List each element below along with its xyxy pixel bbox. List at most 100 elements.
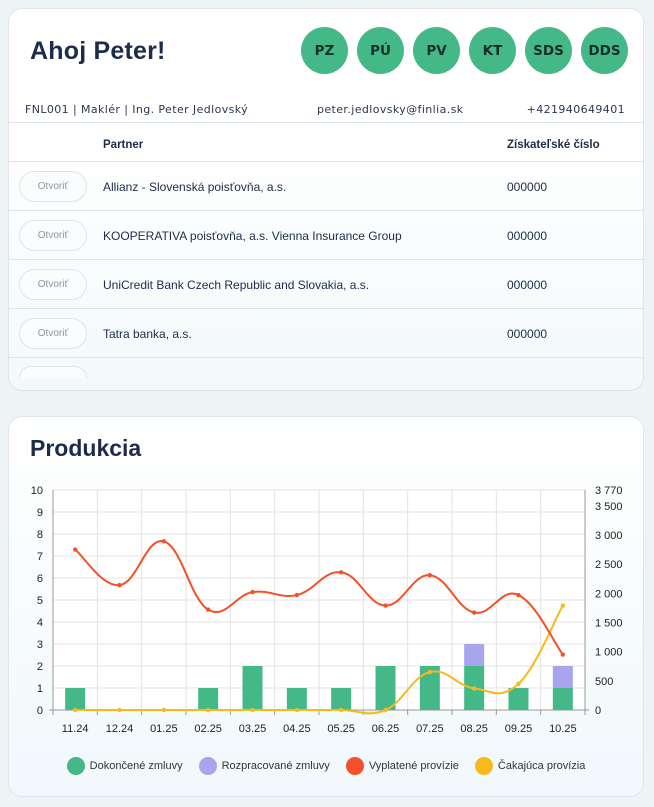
production-title: Produkcia — [30, 435, 142, 461]
bar-completed — [375, 666, 396, 710]
partner-name: KOOPERATIVA poisťovňa, a.s. Vienna Insur… — [103, 229, 402, 243]
y-left-tick-label: 9 — [37, 507, 43, 519]
legend-item-pending-commission[interactable]: Čakajúca provízia — [474, 757, 586, 775]
legend-swatch-pending-commission — [474, 757, 493, 775]
y-right-tick-label: 3 000 — [595, 530, 623, 542]
pill-pv-button[interactable]: PV — [413, 27, 460, 74]
point-paid-commissions — [205, 607, 211, 612]
y-left-tick-label: 1 — [37, 683, 43, 695]
legend-swatch-completed — [66, 757, 85, 775]
legend-label-completed: Dokončené zmluvy — [89, 760, 183, 772]
x-tick-label: 03.25 — [239, 723, 267, 735]
legend-item-completed[interactable]: Dokončené zmluvy — [66, 757, 183, 775]
legend-item-paid-commissions[interactable]: Vyplatené provízie — [345, 757, 459, 775]
bar-completed — [286, 688, 307, 710]
point-paid-commissions — [471, 610, 477, 615]
greeting-title: Ahoj Peter! — [30, 37, 166, 65]
y-right-tick-label: 2 000 — [595, 588, 623, 600]
point-pending-commission — [560, 603, 566, 608]
pill-sds-button[interactable]: SDS — [525, 27, 572, 74]
pill-dds-button[interactable]: DDS — [581, 27, 628, 74]
point-pending-commission — [338, 707, 344, 713]
bar-completed — [508, 688, 529, 710]
table-header: Partner Získateľské číslo — [9, 122, 643, 162]
point-paid-commissions — [383, 603, 388, 608]
chart-legend: Dokončené zmluvy Rozpracované zmluvy Vyp… — [9, 757, 643, 775]
open-button[interactable]: Otvoriť — [19, 171, 87, 202]
partner-name: UniCredit Bank Czech Republic and Slovak… — [103, 278, 370, 292]
user-email: peter.jedlovsky@finlia.sk — [317, 103, 464, 116]
y-left-tick-label: 6 — [37, 573, 43, 585]
profile-card: Ahoj Peter! PZ PÚ PV KT SDS DDS FNL001 |… — [8, 8, 644, 391]
point-paid-commissions — [161, 539, 167, 544]
table-row: Otvoriť Tatra banka, a.s. 000000 — [9, 309, 643, 358]
open-button-partial[interactable] — [19, 366, 87, 378]
bar-completed — [242, 666, 263, 710]
point-pending-commission — [383, 707, 388, 713]
table-row: Otvoriť KOOPERATIVA poisťovňa, a.s. Vien… — [9, 211, 643, 260]
point-paid-commissions — [427, 572, 433, 578]
bar-completed — [198, 688, 219, 710]
y-left-tick-label: 10 — [31, 485, 43, 497]
point-paid-commissions — [72, 547, 78, 552]
x-tick-label: 11.24 — [62, 723, 89, 735]
table-row: Otvoriť UniCredit Bank Czech Republic an… — [9, 260, 643, 309]
partner-name: Allianz - Slovenská poisťovňa, a.s. — [103, 180, 287, 194]
pill-kt-button[interactable]: KT — [469, 27, 516, 74]
legend-label-paid-commissions: Vyplatené provízie — [368, 760, 459, 772]
header-number: Získateľské číslo — [507, 139, 600, 151]
x-tick-label: 05.25 — [327, 723, 355, 735]
point-paid-commissions — [560, 652, 566, 657]
x-tick-label: 10.25 — [549, 723, 577, 735]
production-card: Produkcia 0 1 2 3 4 5 6 7 8 9 10 0 500 1 000 1 500 2 00… — [8, 416, 644, 797]
pill-pz-button[interactable]: PZ — [301, 27, 348, 74]
y-left-tick-label: 8 — [37, 529, 43, 541]
legend-label-in-progress: Rozpracované zmluvy — [221, 760, 330, 772]
open-button[interactable]: Otvoriť — [19, 318, 87, 349]
point-paid-commissions — [250, 589, 255, 595]
point-pending-commission — [117, 707, 122, 713]
legend-label-pending-commission: Čakajúca provízia — [497, 760, 586, 772]
user-phone: +421940649401 — [526, 103, 625, 116]
product-pills: PZ PÚ PV KT SDS DDS — [301, 27, 628, 74]
point-pending-commission — [427, 669, 433, 675]
y-right-tick-label: 1 500 — [595, 617, 623, 629]
point-pending-commission — [294, 707, 300, 713]
partner-number: 000000 — [507, 180, 548, 194]
x-tick-label: 07.25 — [416, 723, 444, 735]
bar-in-progress — [464, 644, 485, 666]
y-right-tick-label: 3 770 — [595, 485, 623, 497]
x-tick-label: 01.25 — [150, 723, 178, 735]
point-pending-commission — [72, 707, 78, 713]
open-button[interactable]: Otvoriť — [19, 269, 87, 300]
partner-name: Tatra banka, a.s. — [103, 327, 192, 341]
point-pending-commission — [471, 686, 477, 691]
bar-completed — [552, 688, 573, 710]
x-tick-label: 09.25 — [505, 723, 533, 735]
point-paid-commissions — [516, 592, 521, 598]
bar-completed — [419, 666, 440, 710]
production-chart: 0 1 2 3 4 5 6 7 8 9 10 0 500 1 000 1 500 2 000 2 500 3 00… — [31, 485, 623, 735]
user-id-role-name: FNL001 | Maklér | Ing. Peter Jedlovský — [25, 103, 249, 116]
y-left-tick-label: 5 — [37, 595, 43, 607]
legend-swatch-paid-commissions — [345, 757, 364, 775]
legend-item-in-progress[interactable]: Rozpracované zmluvy — [198, 757, 330, 775]
y-left-tick-label: 0 — [37, 705, 43, 717]
point-pending-commission — [250, 707, 255, 713]
point-paid-commissions — [294, 592, 300, 598]
table-row-partial — [9, 358, 643, 378]
y-right-tick-label: 1 000 — [595, 647, 623, 659]
line-paid-commissions — [74, 540, 564, 656]
bar-completed — [331, 688, 352, 710]
pill-pu-button[interactable]: PÚ — [357, 27, 404, 74]
partner-number: 000000 — [507, 229, 548, 243]
open-button[interactable]: Otvoriť — [19, 220, 87, 251]
y-left-tick-label: 4 — [37, 617, 43, 629]
point-paid-commissions — [338, 570, 344, 575]
partner-number: 000000 — [507, 327, 548, 341]
x-tick-label: 08.25 — [460, 723, 488, 735]
y-right-tick-label: 3 500 — [595, 501, 623, 513]
y-right-tick-label: 2 500 — [595, 559, 623, 571]
partner-number: 000000 — [507, 278, 548, 292]
bar-completed — [65, 688, 86, 710]
